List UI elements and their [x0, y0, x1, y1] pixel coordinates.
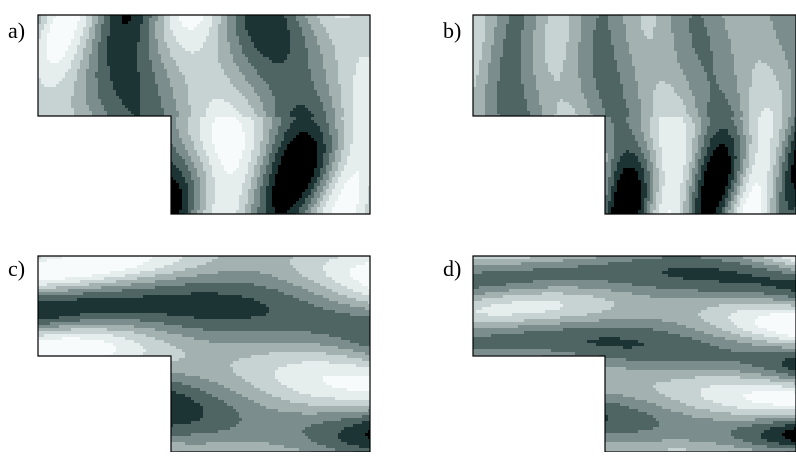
panel-label-c: c): [8, 258, 25, 280]
domain-outline-a: [37, 14, 371, 215]
domain-outline-b: [472, 14, 796, 215]
contour-panel-c: [38, 256, 370, 452]
contour-panel-b: [473, 15, 796, 214]
contour-panel-d: [473, 256, 796, 452]
panel-label-d: d): [443, 258, 461, 280]
panel-label-a: a): [8, 20, 25, 42]
panel-label-b: b): [443, 20, 461, 42]
